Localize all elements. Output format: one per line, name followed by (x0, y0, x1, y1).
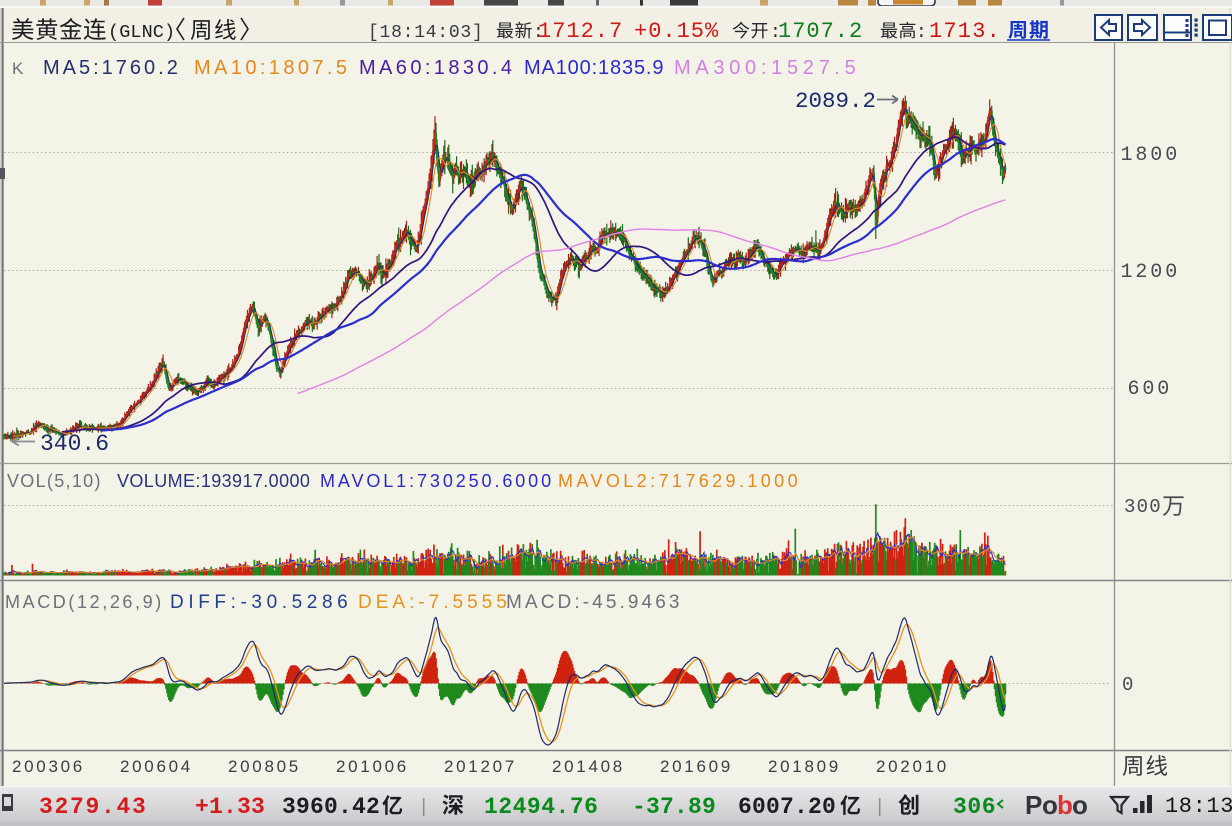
svg-text:MAVOL2:717629.1000: MAVOL2:717629.1000 (558, 471, 801, 491)
svg-text:18:13: 18:13 (1165, 794, 1232, 819)
svg-text:0: 0 (1122, 674, 1133, 696)
svg-text:+1.33: +1.33 (195, 794, 265, 820)
svg-text:MAVOL1:730250.6000: MAVOL1:730250.6000 (320, 471, 554, 491)
svg-text:DEA:-7.5555: DEA:-7.5555 (358, 592, 511, 613)
svg-text:VOL(5,10): VOL(5,10) (7, 471, 102, 491)
svg-text::: : (770, 23, 781, 43)
svg-text:200805: 200805 (228, 757, 301, 776)
svg-text:MA5:1760.2: MA5:1760.2 (43, 57, 181, 79)
svg-text::: : (533, 23, 544, 43)
svg-text::: : (916, 23, 927, 43)
svg-text:DIFF:-30.5286: DIFF:-30.5286 (170, 592, 352, 613)
svg-text:VOLUME:193917.0000: VOLUME:193917.0000 (117, 471, 310, 491)
svg-text:1712.7: 1712.7 (538, 19, 623, 44)
svg-text:12494.76: 12494.76 (484, 794, 598, 820)
svg-text:200604: 200604 (120, 757, 193, 776)
svg-text:|: | (874, 796, 885, 818)
svg-text:306: 306 (953, 794, 996, 820)
svg-text:MACD:-45.9463: MACD:-45.9463 (506, 592, 683, 613)
svg-text:2089.2: 2089.2 (795, 88, 876, 114)
svg-text:340.6: 340.6 (40, 431, 109, 457)
svg-text:MA10:1807.5: MA10:1807.5 (194, 57, 350, 79)
svg-text:(GLNC): (GLNC) (108, 22, 175, 43)
svg-text:b: b (1057, 790, 1073, 820)
svg-text:201408: 201408 (552, 757, 625, 776)
svg-text:201809: 201809 (768, 757, 841, 776)
svg-text:MA300:1527.5: MA300:1527.5 (674, 57, 861, 79)
svg-text:1713.: 1713. (929, 19, 1001, 44)
svg-text:P: P (1025, 790, 1042, 820)
svg-text:[18:14:03]: [18:14:03] (368, 23, 484, 43)
svg-text:o: o (1072, 790, 1088, 820)
svg-text:3960.42: 3960.42 (282, 794, 380, 820)
svg-text:K: K (12, 59, 24, 78)
svg-text:-37.89: -37.89 (632, 794, 716, 820)
svg-text:+0.15%: +0.15% (634, 19, 719, 44)
svg-text:201006: 201006 (336, 757, 409, 776)
svg-text:600: 600 (1128, 378, 1173, 401)
svg-text:201609: 201609 (660, 757, 733, 776)
svg-text:MA100:1835.9: MA100:1835.9 (524, 57, 664, 79)
svg-text:1707.2: 1707.2 (778, 19, 863, 44)
svg-text:200306: 200306 (12, 757, 85, 776)
svg-text:300: 300 (1124, 496, 1162, 518)
svg-text:o: o (1042, 790, 1058, 820)
svg-text:202010: 202010 (876, 757, 949, 776)
svg-text:1800: 1800 (1121, 144, 1181, 167)
svg-text:|: | (418, 796, 429, 818)
svg-text:1200: 1200 (1121, 261, 1181, 284)
svg-text:201207: 201207 (444, 757, 517, 776)
svg-text:MA60:1830.4: MA60:1830.4 (359, 57, 515, 79)
svg-text:6007.20: 6007.20 (738, 794, 836, 820)
svg-text:MACD(12,26,9): MACD(12,26,9) (5, 592, 164, 612)
svg-text:3279.43: 3279.43 (39, 794, 148, 820)
